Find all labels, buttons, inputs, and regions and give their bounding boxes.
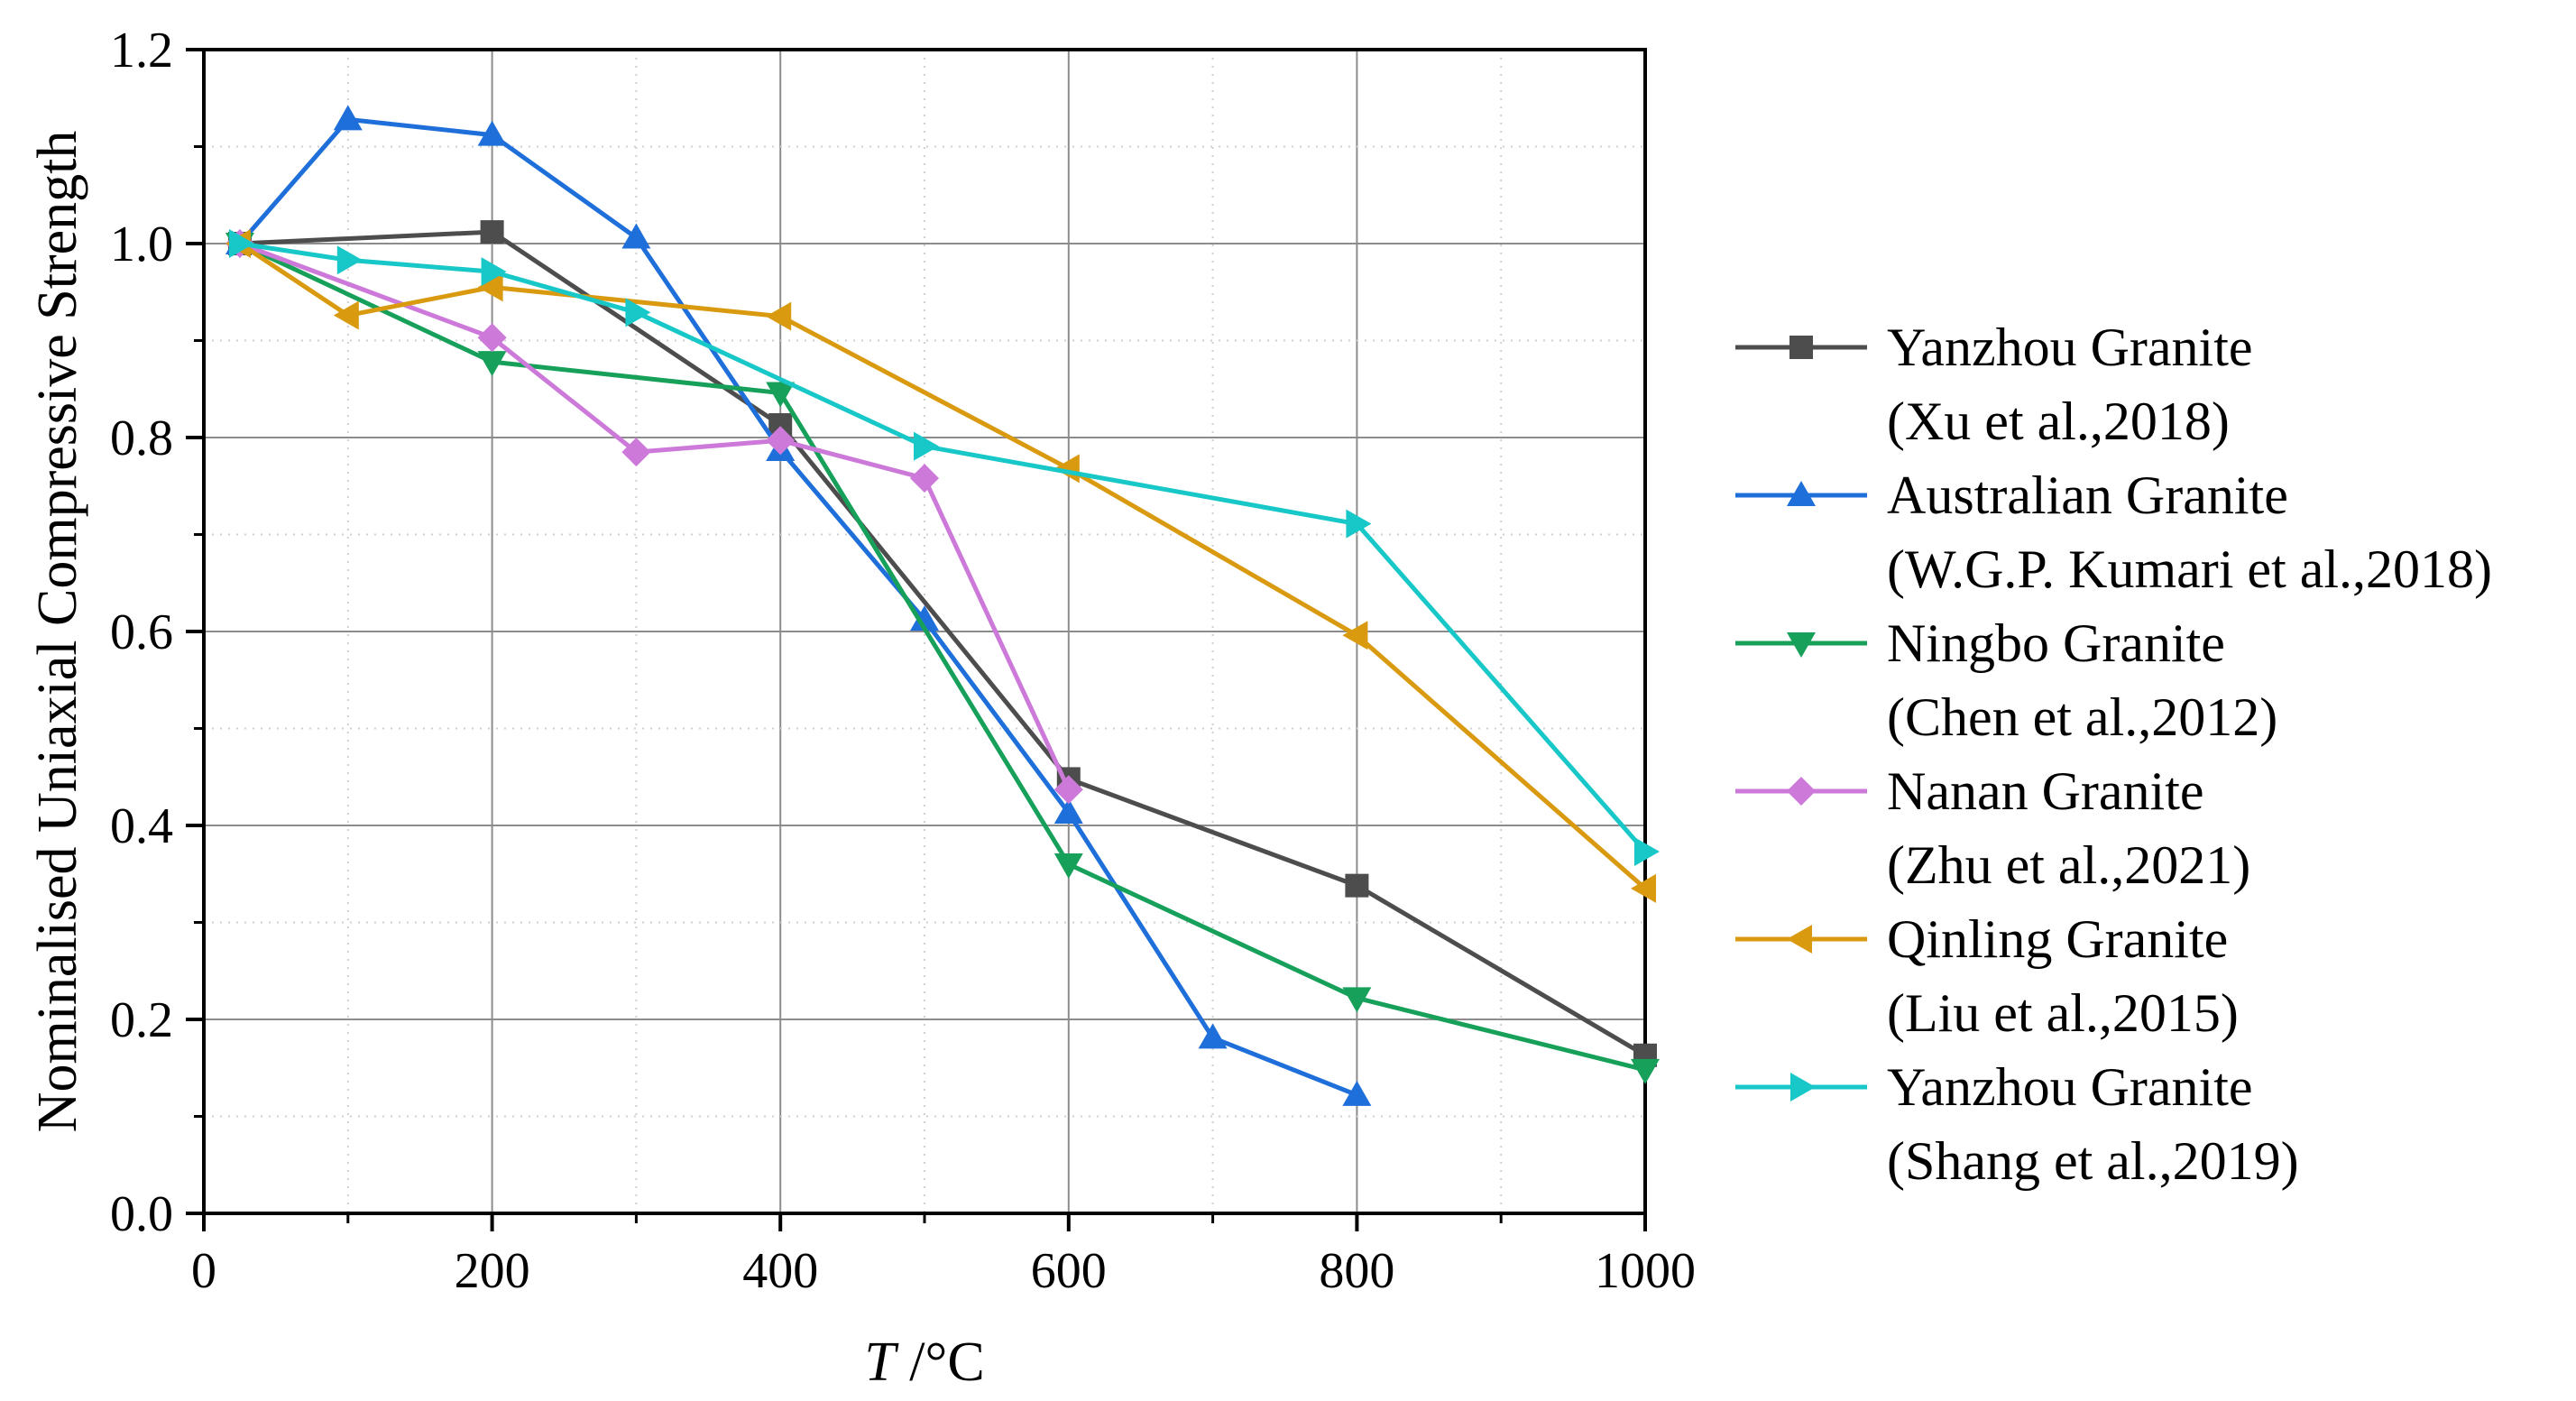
series-5 — [225, 229, 1656, 903]
data-point — [910, 605, 939, 631]
data-point — [1634, 837, 1660, 867]
legend-label: Ningbo Granite — [1887, 613, 2225, 673]
y-tick-label: 0.8 — [110, 410, 173, 466]
data-point — [1631, 1058, 1660, 1084]
series-group — [225, 105, 1660, 1106]
legend-item: Nanan Granite (Zhu et al.,2021) — [1735, 761, 2250, 895]
x-axis-title-unit: /°C — [896, 1332, 985, 1393]
data-point — [480, 220, 504, 244]
x-tick-label: 400 — [742, 1243, 818, 1299]
data-point — [1053, 798, 1083, 825]
data-point — [1053, 775, 1083, 805]
data-point — [621, 223, 651, 249]
legend-label: Qinling Granite — [1887, 909, 2228, 969]
series-line — [238, 241, 1646, 1073]
legend-source: (Xu et al.,2018) — [1887, 392, 2230, 451]
x-tick-label: 1000 — [1595, 1243, 1696, 1299]
data-point — [477, 351, 507, 377]
y-tick-label: 0.6 — [110, 604, 173, 660]
series-line — [239, 241, 1072, 791]
y-tick-label: 0.2 — [110, 992, 173, 1048]
data-point — [228, 229, 254, 258]
x-tick-label: 200 — [455, 1243, 530, 1299]
data-point — [625, 298, 651, 327]
series-3 — [225, 233, 1660, 1084]
legend-item: Yanzhou Granite (Xu et al.,2018) — [1735, 318, 2253, 451]
legend-label: Yanzhou Granite — [1887, 318, 2253, 377]
legend-swatch-marker — [1787, 925, 1812, 954]
y-tick-label: 0.0 — [110, 1186, 173, 1242]
data-point — [766, 301, 792, 331]
data-point — [910, 464, 939, 493]
axis-ticks: 0 200 400 600 800 1000 0.0 0.2 0.4 0.6 0.8 1.0 1.2 — [110, 23, 1696, 1299]
data-point — [1342, 987, 1372, 1013]
series-4 — [225, 229, 1083, 805]
data-point — [1198, 1023, 1228, 1049]
data-point — [1053, 454, 1080, 484]
legend-item: Ningbo Granite (Chen et al.,2012) — [1735, 613, 2277, 747]
data-point — [481, 257, 507, 287]
data-point — [1342, 1080, 1372, 1106]
data-point — [766, 426, 796, 456]
legend-swatch-marker — [1787, 632, 1816, 658]
data-point — [477, 272, 503, 302]
y-tick-label: 1.0 — [110, 217, 173, 272]
data-point — [1342, 621, 1368, 650]
legend-swatch-marker — [1787, 777, 1816, 806]
data-point — [621, 438, 651, 467]
legend-item: Yanzhou Granite (Shang et al.,2019) — [1735, 1057, 2299, 1191]
legend-source: (Chen et al.,2012) — [1887, 687, 2277, 747]
legend-swatch-marker — [1789, 336, 1813, 359]
y-axis-title: Nominalised Uniaxial Compressive Strengt… — [27, 131, 88, 1133]
legend-swatch-marker — [1787, 481, 1816, 506]
y-tick-label: 1.2 — [110, 23, 173, 78]
grid — [204, 50, 1645, 1213]
data-point — [333, 105, 363, 131]
legend-item: Qinling Granite (Liu et al.,2015) — [1735, 909, 2239, 1043]
x-tick-label: 800 — [1319, 1243, 1394, 1299]
legend-source: (Zhu et al.,2021) — [1887, 835, 2250, 895]
legend-source: (W.G.P. Kumari et al.,2018) — [1887, 539, 2492, 599]
data-point — [477, 323, 507, 353]
series-line — [239, 229, 1647, 1057]
data-point — [1346, 509, 1372, 539]
data-point — [914, 431, 939, 461]
data-point — [333, 300, 359, 330]
legend-source: (Shang et al.,2019) — [1887, 1131, 2299, 1191]
legend-source: (Liu et al.,2015) — [1887, 983, 2239, 1043]
legend-swatch-marker — [1790, 1073, 1816, 1101]
data-point — [1053, 853, 1083, 879]
legend: Yanzhou Granite (Xu et al.,2018) Australia… — [1735, 318, 2492, 1191]
legend-label: Australian Granite — [1887, 465, 2288, 525]
x-axis-title-variable: T — [864, 1332, 899, 1393]
x-tick-label: 0 — [191, 1243, 216, 1299]
series-1 — [227, 220, 1657, 1067]
legend-item: Australian Granite (W.G.P. Kumari et al.,… — [1735, 465, 2492, 599]
data-point — [477, 120, 507, 146]
y-tick-label: 0.4 — [110, 798, 173, 854]
legend-label: Nanan Granite — [1887, 761, 2204, 821]
x-axis-title: T /°C — [864, 1332, 984, 1393]
data-point — [336, 245, 363, 275]
legend-label: Yanzhou Granite — [1887, 1057, 2253, 1117]
x-tick-label: 600 — [1031, 1243, 1107, 1299]
data-point — [766, 382, 796, 408]
data-point — [1631, 873, 1656, 903]
data-point — [1345, 873, 1369, 898]
series-6 — [228, 229, 1660, 867]
